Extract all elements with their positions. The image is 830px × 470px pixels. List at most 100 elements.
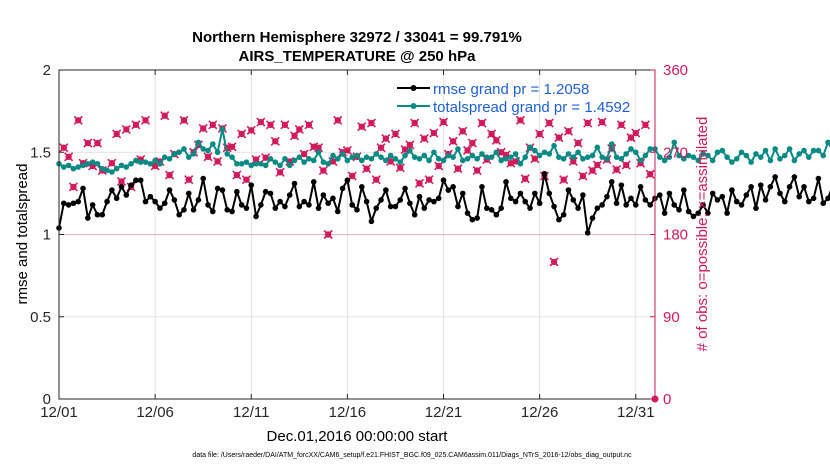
obs-point-cross	[357, 122, 367, 132]
rmse-point	[75, 198, 82, 205]
obs-point	[83, 138, 93, 148]
rmse-point	[671, 202, 678, 208]
obs-point	[289, 131, 300, 141]
rmse-point	[604, 193, 610, 200]
rmse-point	[253, 213, 259, 220]
obs-point	[275, 167, 285, 177]
spread-point	[474, 156, 480, 162]
spread-point	[296, 154, 303, 160]
obs-point-cross	[318, 165, 328, 176]
spread-point	[181, 146, 187, 152]
spread-point	[498, 157, 504, 164]
obs-point-cross	[462, 145, 473, 155]
rmse-point	[142, 198, 149, 205]
spread-point	[383, 157, 389, 164]
rmse-point	[724, 210, 730, 216]
obs-point	[535, 129, 545, 139]
obs-point	[487, 129, 497, 139]
rmse-point	[618, 182, 625, 188]
y-tick-label-left: 0	[43, 391, 51, 408]
obs-point-cross	[549, 257, 559, 267]
rmse-point	[185, 190, 192, 197]
obs-point-cross	[640, 120, 650, 130]
obs-point-cross	[631, 128, 641, 138]
obs-point-cross	[616, 120, 626, 130]
rmse-point	[676, 207, 682, 213]
obs-point	[376, 143, 386, 153]
spread-point	[113, 165, 120, 172]
rmse-point	[219, 187, 226, 193]
spread-point	[363, 154, 370, 160]
obs-point	[323, 229, 333, 240]
obs-point-cross	[645, 169, 655, 179]
rmse-point	[431, 198, 437, 205]
rmse-point	[628, 195, 634, 202]
spread-point	[637, 157, 644, 164]
rmse-point	[503, 179, 509, 185]
spread-point	[234, 160, 240, 167]
obs-point-cross	[559, 175, 569, 185]
obs-point	[390, 129, 401, 139]
obs-point-cross	[621, 160, 631, 170]
rmse-point	[368, 218, 375, 225]
rmse-point	[123, 192, 130, 198]
chart-title-line2: AIRS_TEMPERATURE @ 250 hPa	[239, 48, 477, 65]
spread-point	[253, 160, 259, 167]
rmse-point	[608, 179, 615, 185]
rmse-point	[416, 193, 423, 200]
rmse-point	[488, 207, 495, 213]
spread-point	[556, 154, 562, 160]
spread-point	[306, 156, 312, 162]
obs-point	[559, 175, 569, 185]
rmse-point	[729, 187, 735, 193]
rmse-point	[296, 203, 303, 210]
rmse-point	[685, 208, 692, 215]
spread-point	[748, 159, 754, 165]
spread-point	[512, 151, 519, 157]
rmse-point	[464, 210, 471, 216]
spread-point	[820, 152, 827, 159]
obs-point	[578, 171, 588, 181]
spread-point	[546, 151, 553, 157]
spread-point	[825, 139, 830, 146]
spread-point	[685, 152, 692, 159]
obs-point-cross	[405, 140, 415, 150]
rmse-point	[483, 205, 490, 211]
obs-point	[381, 133, 391, 144]
rmse-point	[195, 197, 202, 203]
rmse-point	[157, 205, 163, 211]
obs-point	[611, 165, 622, 175]
obs-point-cross	[208, 120, 218, 130]
obs-point-cross	[116, 176, 127, 187]
rmse-point	[695, 210, 702, 216]
rmse-point	[479, 183, 485, 190]
rmse-point	[666, 190, 673, 197]
spread-point	[806, 154, 812, 160]
obs-point-cross	[64, 152, 74, 162]
rmse-point	[777, 190, 783, 197]
spread-point	[171, 151, 178, 157]
spread-point	[757, 154, 764, 160]
rmse-point	[575, 205, 581, 211]
spread-point	[133, 157, 139, 164]
obs-point-cross	[376, 143, 386, 153]
spread-point	[354, 152, 360, 159]
obs-point	[583, 118, 593, 128]
rmse-point	[815, 175, 822, 182]
rmse-point	[440, 177, 447, 184]
rmse-point	[272, 205, 279, 211]
spread-point	[628, 146, 634, 152]
obs-point	[304, 120, 314, 130]
obs-point-cross	[294, 124, 304, 134]
obs-point-cross	[164, 170, 175, 180]
spread-point	[70, 165, 77, 172]
spread-point	[128, 160, 134, 167]
obs-point-cross	[515, 115, 525, 125]
rmse-point	[806, 198, 812, 205]
rmse-point	[589, 215, 596, 221]
rmse-point	[234, 188, 240, 195]
spread-point	[147, 160, 154, 167]
obs-point	[256, 117, 266, 127]
spread-point	[536, 152, 543, 159]
obs-point-cross	[213, 156, 223, 166]
